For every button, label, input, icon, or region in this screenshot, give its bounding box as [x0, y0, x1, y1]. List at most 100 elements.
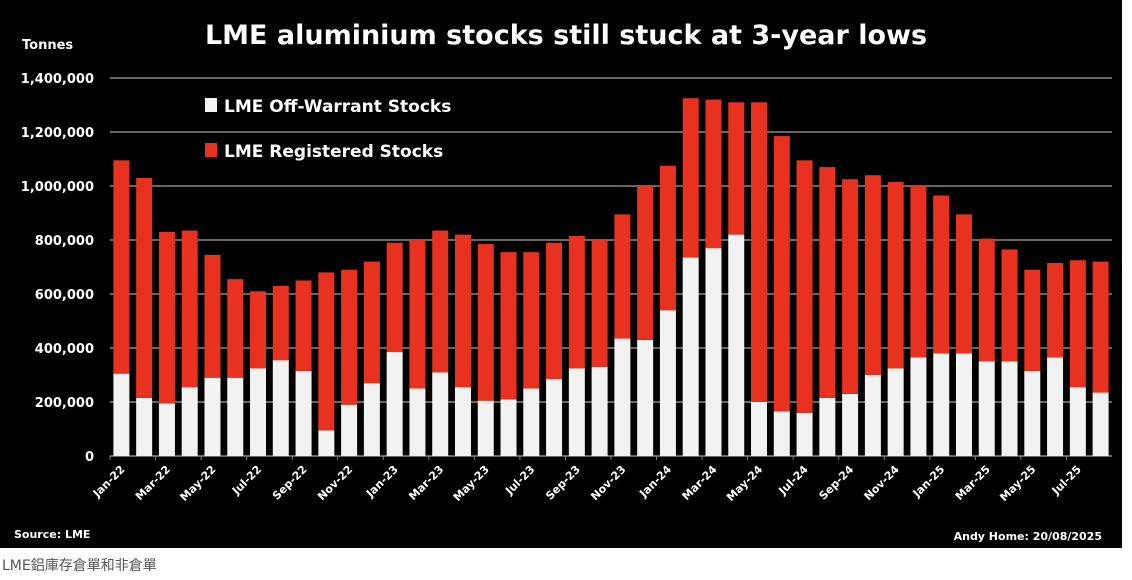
source-note: Source: LME [14, 528, 91, 541]
bar-off-warrant [728, 234, 745, 456]
bar-registered [204, 254, 221, 378]
y-tick-label: 800,000 [35, 234, 94, 249]
bar-off-warrant [181, 387, 198, 456]
x-tick-label: Sep-22 [270, 463, 310, 503]
bar-registered [591, 240, 608, 367]
x-tick-label: Jan-23 [363, 463, 401, 501]
y-tick-label: 200,000 [35, 396, 94, 411]
bar-off-warrant [500, 399, 517, 456]
bar-registered [933, 195, 950, 354]
bar-off-warrant [682, 257, 699, 456]
bar-registered [318, 272, 335, 431]
bar-off-warrant [1001, 361, 1018, 456]
bar-off-warrant [705, 248, 722, 456]
x-tick-label: May-24 [724, 463, 765, 504]
bar-off-warrant [842, 393, 859, 456]
bar-off-warrant [796, 412, 813, 456]
bar-registered [363, 261, 380, 384]
bar-off-warrant [591, 366, 608, 456]
x-tick-label: May-23 [451, 463, 492, 504]
x-tick-label: Jan-22 [90, 463, 128, 501]
bar-off-warrant [978, 361, 995, 456]
bar-registered [773, 136, 790, 412]
bar-registered [500, 252, 517, 400]
bar-off-warrant [546, 379, 563, 456]
bar-registered [1069, 260, 1086, 388]
x-tick-label: Sep-23 [543, 463, 583, 503]
bar-off-warrant [318, 430, 335, 456]
bar-registered [113, 160, 130, 374]
bar-registered [887, 181, 904, 369]
bar-registered [796, 160, 813, 413]
bar-registered [1047, 262, 1064, 358]
x-tick-label: Jan-25 [910, 463, 948, 501]
bar-registered [546, 242, 563, 380]
author-credit: Andy Home: 20/08/2025 [953, 530, 1102, 543]
bar-off-warrant [1047, 357, 1064, 456]
y-tick-label: 1,000,000 [21, 180, 94, 195]
y-tick-label: 600,000 [35, 288, 94, 303]
legend-label: LME Off-Warrant Stocks [224, 97, 451, 117]
x-tick-label: Jan-24 [636, 463, 674, 501]
legend-swatch [205, 98, 217, 112]
bar-off-warrant [272, 360, 289, 456]
bar-off-warrant [933, 353, 950, 456]
bar-registered [705, 99, 722, 249]
caption: LME鋁庫存倉單和非倉單 [2, 558, 157, 574]
legend-swatch [205, 143, 217, 157]
x-tick-label: Mar-22 [133, 463, 173, 503]
bar-registered [955, 214, 972, 354]
x-tick-label: May-25 [997, 463, 1038, 504]
bar-off-warrant [386, 352, 403, 456]
x-tick-label: Mar-25 [953, 463, 993, 503]
bar-registered [682, 98, 699, 258]
bar-registered [568, 235, 585, 369]
bar-registered [295, 280, 312, 371]
x-tick-label: Sep-24 [817, 463, 857, 503]
bar-registered [864, 175, 881, 375]
x-tick-label: Jul-22 [229, 463, 264, 498]
chart-title: LME aluminium stocks still stuck at 3-ye… [204, 20, 928, 51]
y-tick-label: 1,400,000 [21, 72, 94, 87]
bar-off-warrant [659, 310, 676, 456]
bar-registered [842, 179, 859, 394]
bar-off-warrant [819, 397, 836, 456]
bar-off-warrant [204, 377, 221, 456]
bar-off-warrant [751, 402, 768, 456]
bar-registered [227, 279, 244, 378]
bar-off-warrant [523, 388, 540, 456]
y-tick-label: 400,000 [35, 342, 94, 357]
bar-off-warrant [614, 338, 631, 456]
bar-off-warrant [409, 388, 426, 456]
x-tick-label: Mar-23 [406, 463, 446, 503]
y-tick-label: 1,200,000 [21, 126, 94, 141]
bar-off-warrant [341, 404, 358, 456]
bar-registered [637, 186, 654, 340]
bar-registered [910, 186, 927, 358]
bar-off-warrant [568, 368, 585, 456]
stacked-bar-chart: 0 200,000 400,000 600,000 800,000 1,000,000 1,… [21, 72, 1112, 504]
bar-off-warrant [363, 383, 380, 456]
x-tick-label: Nov-24 [862, 463, 902, 503]
bar-registered [614, 214, 631, 339]
bar-off-warrant [295, 370, 312, 456]
bar-off-warrant [1069, 387, 1086, 456]
bar-off-warrant [1024, 370, 1041, 456]
bar-off-warrant [136, 397, 153, 456]
bar-registered [250, 291, 267, 369]
bar-registered [432, 230, 449, 373]
bar-off-warrant [887, 368, 904, 456]
bar-registered [341, 269, 358, 405]
bar-off-warrant [158, 403, 175, 456]
x-tick-label: Jul-23 [502, 463, 537, 498]
bar-registered [1024, 269, 1041, 371]
bar-registered [454, 234, 471, 388]
bar-off-warrant [1092, 392, 1109, 456]
x-tick-label: Nov-22 [315, 463, 355, 503]
bar-registered [659, 165, 676, 311]
x-tick-label: Jul-25 [1049, 463, 1084, 498]
bar-registered [1092, 261, 1109, 393]
bar-registered [523, 252, 540, 389]
bar-registered [819, 167, 836, 398]
